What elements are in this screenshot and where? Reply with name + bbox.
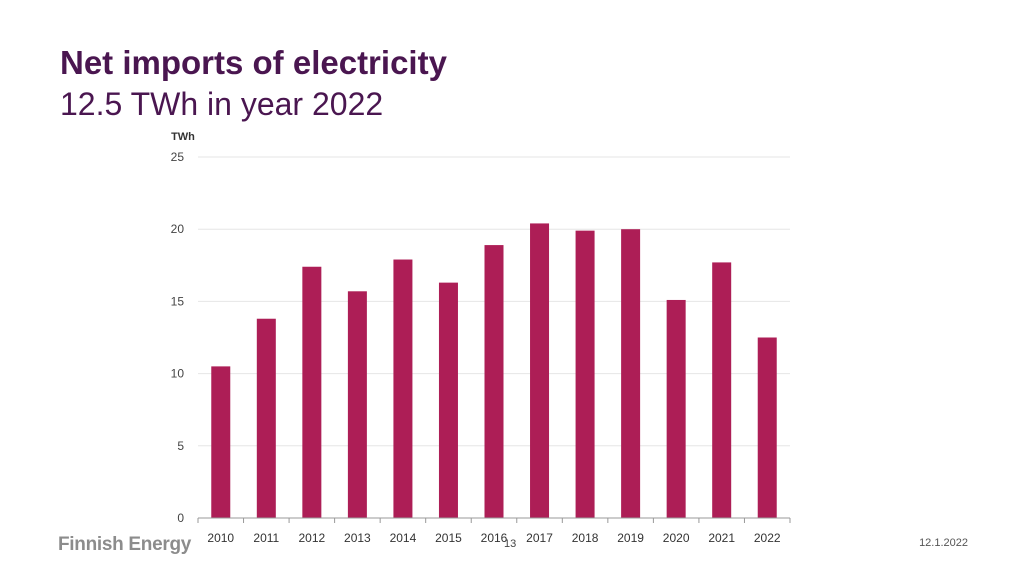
slide-date: 12.1.2022 xyxy=(919,537,968,549)
bar-2018 xyxy=(575,230,595,519)
x-tick-label: 2018 xyxy=(572,531,599,545)
x-tick-label: 2021 xyxy=(708,531,735,545)
y-axis-ticks: 0 5 10 15 20 25 xyxy=(171,150,185,525)
finnish-energy-logo: Finnish Energy xyxy=(58,534,192,555)
y-tick-label: 25 xyxy=(171,150,185,164)
bar-2012 xyxy=(302,266,322,518)
x-tick-label: 2014 xyxy=(390,531,417,545)
y-tick-label: 15 xyxy=(171,294,185,308)
slide-subtitle: 12.5 TWh in year 2022 xyxy=(60,86,384,122)
bar-2010 xyxy=(211,366,231,518)
y-tick-label: 10 xyxy=(171,367,185,381)
x-tick-label: 2011 xyxy=(253,531,279,545)
y-tick-label: 5 xyxy=(177,439,184,453)
slide-title: Net imports of electricity xyxy=(60,44,447,81)
bar-2020 xyxy=(666,299,686,518)
y-axis-unit-label: TWh xyxy=(171,131,195,143)
bar-2014 xyxy=(393,259,413,518)
bars xyxy=(211,223,777,519)
x-tick-label: 2019 xyxy=(617,531,644,545)
bar-2017 xyxy=(530,223,550,518)
x-axis-ticks: 2010 2011 2012 2013 2014 2015 2016 2017 2018 2019… xyxy=(207,531,780,545)
y-tick-label: 20 xyxy=(171,222,185,236)
x-tick-label: 2017 xyxy=(526,531,553,545)
page-number: 13 xyxy=(504,538,517,550)
x-tick-label: 2022 xyxy=(754,531,781,545)
x-axis xyxy=(197,517,791,523)
x-tick-label: 2012 xyxy=(298,531,325,545)
bar-2019 xyxy=(621,229,641,518)
x-tick-label: 2020 xyxy=(663,531,690,545)
y-tick-label: 0 xyxy=(177,511,184,525)
bar-2013 xyxy=(347,291,367,518)
bar-2016 xyxy=(484,245,504,519)
bar-2022 xyxy=(757,337,777,518)
x-tick-label: 2010 xyxy=(207,531,234,545)
x-tick-label: 2016 xyxy=(481,531,508,545)
x-tick-label: 2015 xyxy=(435,531,462,545)
bar-2015 xyxy=(438,282,458,518)
bar-2021 xyxy=(712,262,732,518)
x-tick-label: 2013 xyxy=(344,531,371,545)
bar-2011 xyxy=(256,318,276,518)
